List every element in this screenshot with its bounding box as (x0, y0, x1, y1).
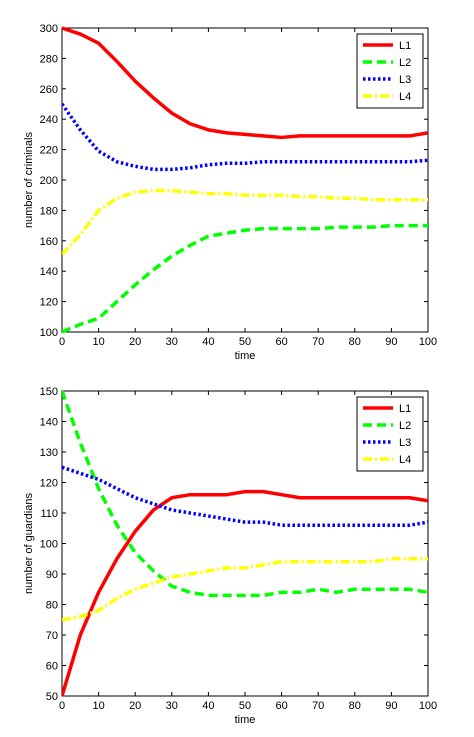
x-tick-label: 30 (166, 336, 178, 348)
x-tick-label: 80 (349, 700, 361, 712)
legend-label-l3: L3 (399, 437, 411, 449)
y-tick-label: 260 (40, 84, 58, 96)
x-tick-label: 80 (349, 336, 361, 348)
y-tick-label: 150 (40, 386, 58, 398)
y-tick-label: 300 (40, 23, 58, 35)
y-tick-label: 130 (40, 447, 58, 459)
y-axis-label: number of criminals (23, 132, 35, 228)
x-axis-label: time (235, 714, 256, 726)
x-tick-label: 40 (202, 700, 214, 712)
legend-label-l2: L2 (399, 57, 411, 69)
y-tick-label: 50 (46, 691, 58, 703)
x-tick-label: 70 (312, 336, 324, 348)
x-axis-label: time (235, 350, 256, 362)
y-tick-label: 240 (40, 114, 58, 126)
series-line-l2 (62, 223, 428, 334)
x-tick-label: 0 (59, 336, 65, 348)
criminals-chart: 0 10 20 30 40 50 60 70 80 90 100 100 120 140 160 180 200… (23, 23, 437, 362)
y-tick-label: 70 (46, 630, 58, 642)
y-tick-label: 140 (40, 266, 58, 278)
x-tick-label: 20 (129, 336, 141, 348)
legend-label-l2: L2 (399, 420, 411, 432)
y-tick-label: 180 (40, 205, 58, 217)
x-tick-label: 100 (419, 700, 437, 712)
series-line-l2 (62, 390, 428, 598)
x-tick-label: 40 (202, 336, 214, 348)
legend-label-l1: L1 (399, 40, 411, 52)
legend-label-l4: L4 (399, 454, 411, 466)
y-tick-label: 200 (40, 175, 58, 187)
x-tick-label: 90 (385, 336, 397, 348)
series-line-l1 (62, 489, 428, 697)
x-tick-label: 0 (59, 700, 65, 712)
y-tick-label: 110 (40, 508, 58, 520)
series-line-l3 (62, 465, 428, 527)
y-axis-label: number of guardians (23, 493, 35, 594)
x-tick-label: 90 (385, 700, 397, 712)
x-tick-label: 20 (129, 700, 141, 712)
y-tick-label: 220 (40, 145, 58, 157)
x-tick-label: 30 (166, 700, 178, 712)
guardians-chart: 0 10 20 30 40 50 60 70 80 90 100 50 60 70 80 90 100 110 12… (23, 386, 437, 726)
x-tick-label: 10 (92, 336, 104, 348)
y-tick-label: 60 (46, 661, 58, 673)
x-tick-label: 10 (92, 700, 104, 712)
series-line-l1 (62, 26, 428, 140)
legend-label-l3: L3 (399, 74, 411, 86)
y-tick-label: 120 (40, 297, 58, 309)
y-tick-label: 80 (46, 600, 58, 612)
series-line-l4 (62, 557, 428, 622)
y-tick-label: 120 (40, 478, 58, 490)
y-tick-label: 90 (46, 569, 58, 581)
y-tick-label: 100 (40, 327, 58, 339)
x-tick-label: 50 (239, 336, 251, 348)
y-tick-label: 160 (40, 236, 58, 248)
y-tick-label: 140 (40, 417, 58, 429)
legend-label-l4: L4 (399, 91, 411, 103)
x-tick-label: 100 (419, 336, 437, 348)
x-tick-label: 60 (275, 336, 287, 348)
series-line-l4 (62, 188, 428, 256)
x-tick-label: 60 (275, 700, 287, 712)
y-tick-label: 100 (40, 539, 58, 551)
legend-label-l1: L1 (399, 403, 411, 415)
series-line-l3 (62, 102, 428, 172)
x-tick-label: 70 (312, 700, 324, 712)
x-tick-label: 50 (239, 700, 251, 712)
y-tick-label: 280 (40, 53, 58, 65)
